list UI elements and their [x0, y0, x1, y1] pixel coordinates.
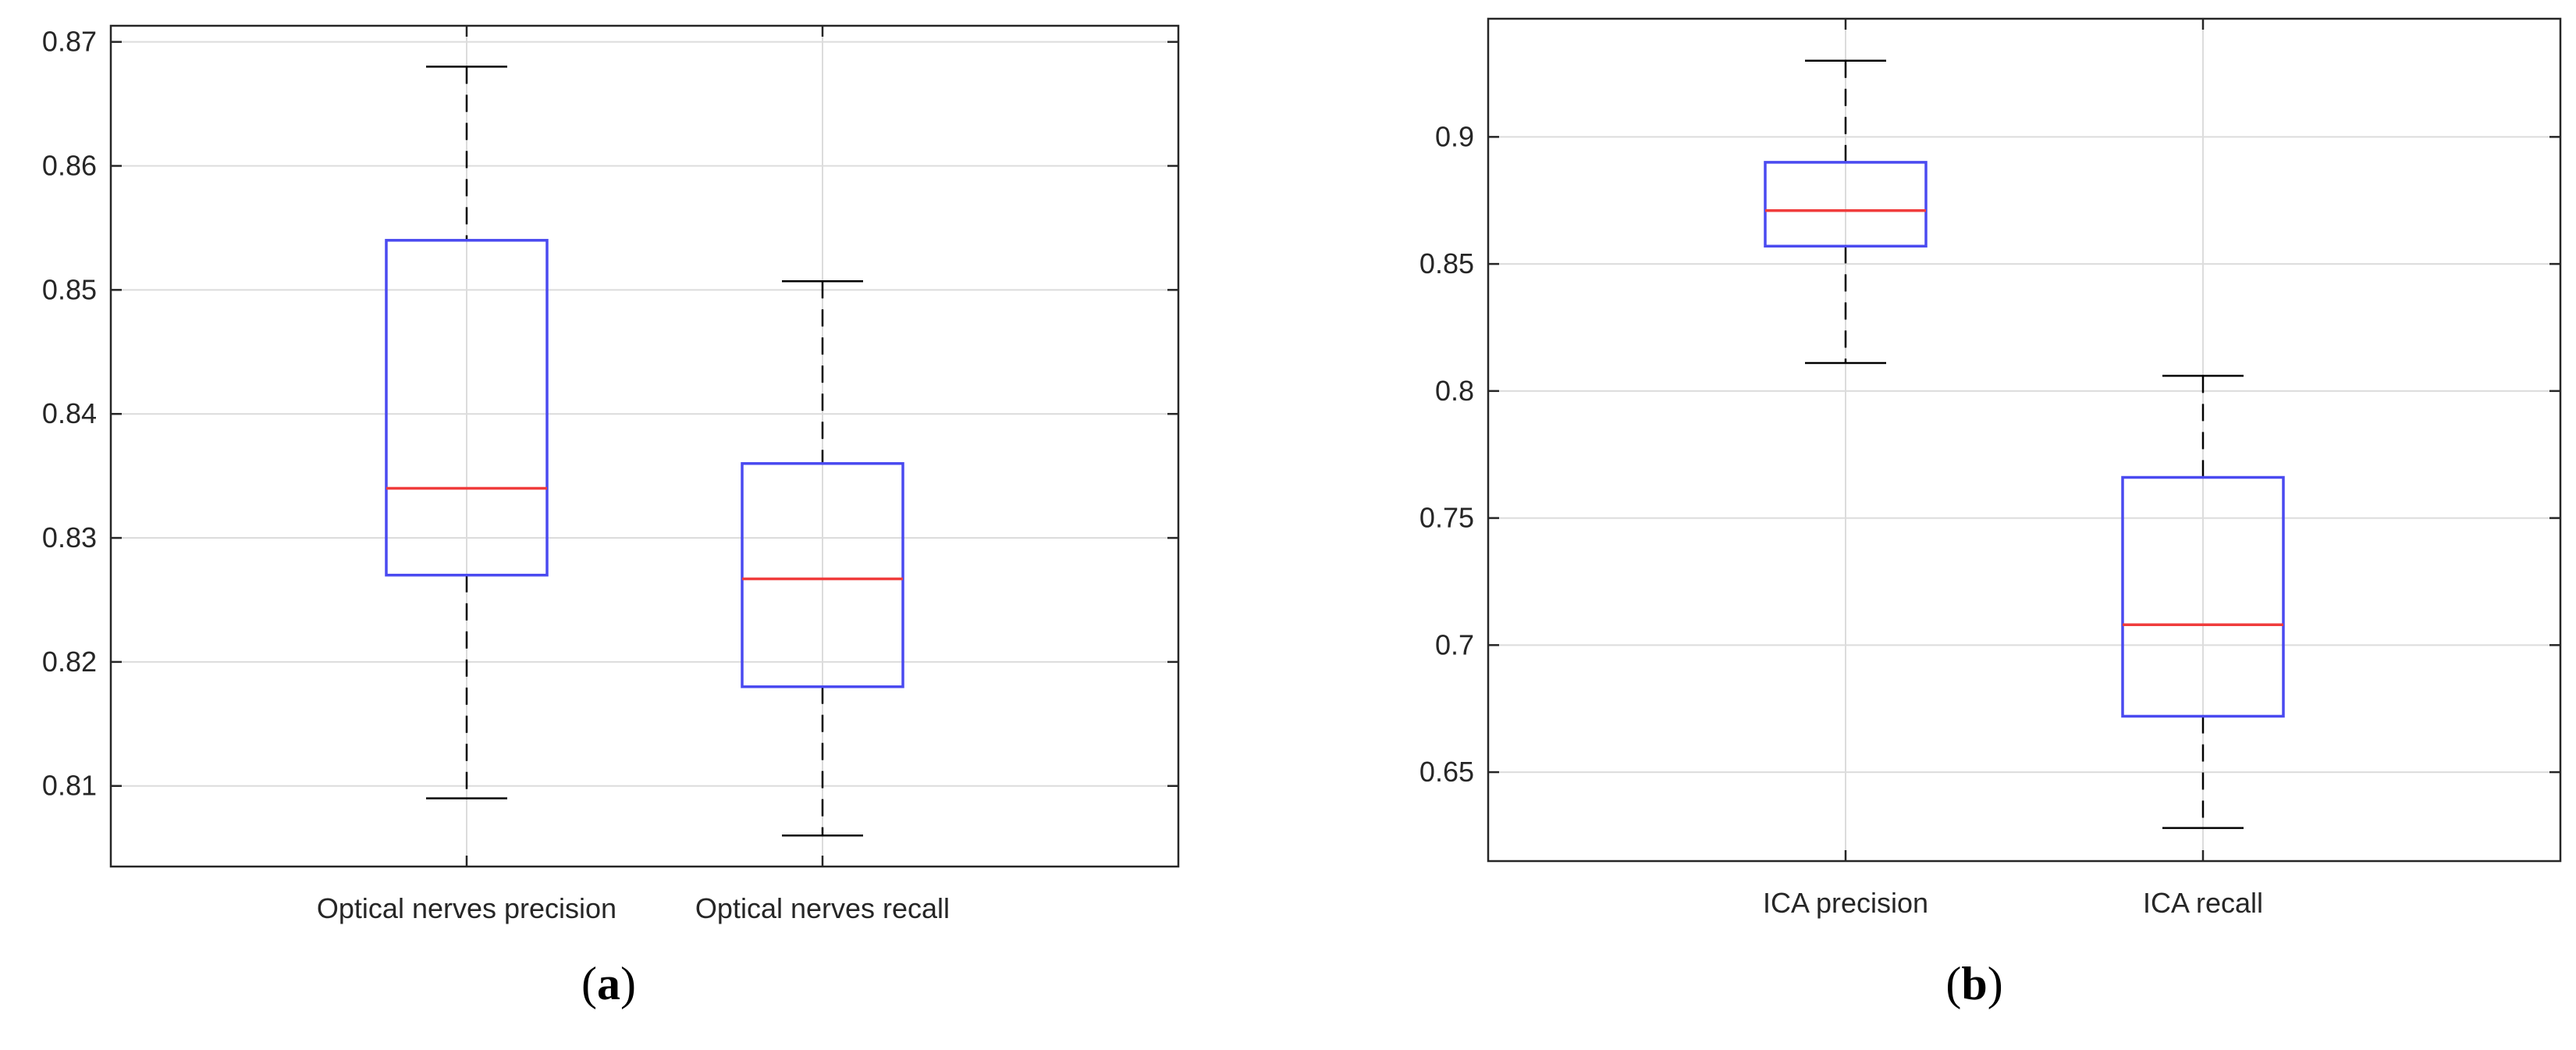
y-tick-label: 0.65	[1419, 756, 1474, 788]
y-tick-label: 0.7	[1435, 628, 1474, 660]
box-1	[741, 279, 904, 837]
y-tick-label: 0.8	[1435, 375, 1474, 407]
iqr-box	[2121, 475, 2285, 718]
axes-frame	[1487, 17, 2562, 863]
box-0	[385, 66, 549, 799]
y-tick-label: 0.82	[42, 646, 97, 678]
panel-label-letter: a	[597, 958, 620, 1009]
x-category-label: ICA recall	[2143, 887, 2263, 919]
panel-label-open: (	[581, 958, 597, 1009]
y-tick-label: 0.83	[42, 521, 97, 553]
chart-panel-b: 0.65 0.7 0.75 0.8 0.85 0.9 ICA precision ICA re…	[1419, 17, 2562, 1009]
panel-label: (a)	[581, 958, 636, 1009]
chart-panel-a: 0.81 0.82 0.83 0.84 0.85 0.86 0.87 Optical nerv…	[42, 24, 1180, 1009]
iqr-box	[741, 461, 904, 689]
x-category-label: Optical nerves precision	[317, 892, 616, 924]
box-1	[2121, 375, 2285, 829]
box-0	[1764, 59, 1928, 365]
x-category-label: Optical nerves recall	[695, 892, 950, 924]
axes-frame	[109, 24, 1180, 868]
x-category-label: ICA precision	[1763, 887, 1928, 919]
panel-label-close: )	[1988, 958, 2003, 1009]
y-tick-label: 0.81	[42, 770, 97, 802]
panel-label-open: (	[1945, 958, 1961, 1009]
iqr-box	[385, 239, 549, 577]
y-tick-label: 0.87	[42, 26, 97, 58]
y-tick-label: 0.9	[1435, 120, 1474, 152]
iqr-box	[1764, 161, 1928, 248]
y-tick-label: 0.85	[42, 273, 97, 305]
y-tick-label: 0.75	[1419, 502, 1474, 534]
y-tick-label: 0.86	[42, 150, 97, 182]
y-tick-label: 0.84	[42, 397, 97, 429]
panel-label: (b)	[1945, 958, 2002, 1009]
panel-label-close: )	[620, 958, 636, 1009]
panel-label-letter: b	[1961, 958, 1987, 1009]
y-tick-label: 0.85	[1419, 247, 1474, 279]
